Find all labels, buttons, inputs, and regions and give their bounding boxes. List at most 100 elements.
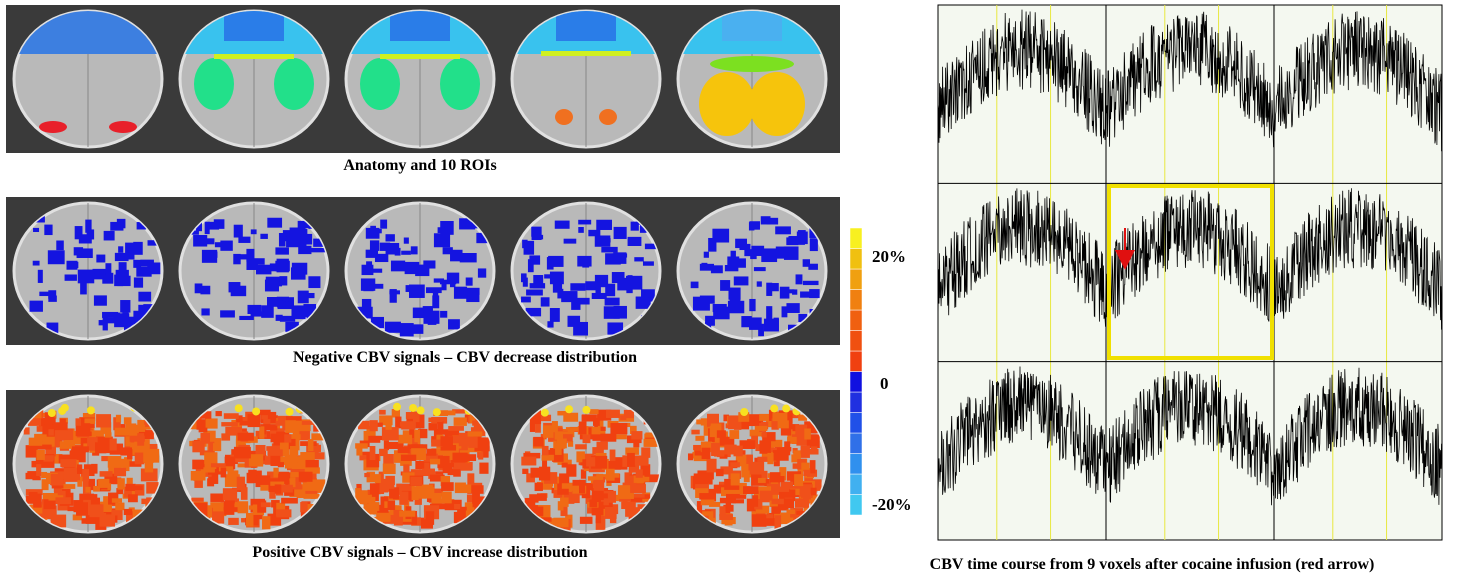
activation-voxel — [744, 249, 755, 256]
activation-voxel — [308, 276, 320, 288]
activation-voxel — [137, 433, 144, 446]
activation-voxel — [787, 509, 796, 514]
activation-voxel — [127, 478, 133, 484]
activation-voxel — [530, 468, 539, 478]
activation-voxel — [56, 241, 64, 251]
activation-voxel — [406, 285, 412, 292]
activation-voxel — [699, 493, 713, 499]
colorbar-segment — [850, 392, 862, 413]
activation-voxel — [784, 441, 790, 455]
activation-voxel — [30, 301, 43, 312]
activation-voxel — [440, 436, 452, 446]
colorbar-segment — [850, 310, 862, 331]
activation-voxel — [364, 473, 370, 477]
activation-voxel — [286, 416, 302, 420]
activation-voxel — [240, 421, 248, 425]
colorbar-segment — [850, 474, 862, 495]
activation-voxel — [610, 423, 627, 434]
activation-voxel — [207, 478, 214, 486]
activation-voxel — [542, 446, 549, 455]
activation-voxel — [251, 229, 257, 234]
activation-voxel — [553, 518, 568, 528]
activation-voxel — [424, 463, 429, 470]
activation-voxel — [466, 277, 473, 285]
activation-voxel — [542, 455, 554, 461]
roi-cingulate — [556, 9, 616, 41]
activation-voxel — [36, 450, 45, 460]
activation-voxel — [550, 272, 564, 285]
activation-voxel — [468, 431, 483, 436]
activation-voxel — [101, 456, 108, 461]
figure: 362]5 Anatomy and 10 ROIs Negative CBV s… — [0, 0, 1464, 576]
activation-voxel — [401, 421, 415, 429]
activation-voxel — [579, 422, 587, 435]
activation-voxel — [595, 235, 611, 246]
activation-voxel — [752, 495, 758, 507]
activation-voxel — [478, 268, 486, 277]
activation-voxel — [114, 468, 126, 476]
activation-voxel — [796, 454, 801, 459]
activation-voxel — [726, 499, 731, 512]
roi-cingulate — [722, 9, 782, 41]
activation-voxel — [627, 453, 635, 467]
activation-voxel — [246, 513, 253, 527]
activation-voxel — [589, 500, 597, 508]
roi — [699, 72, 755, 136]
activation-voxel — [127, 485, 142, 490]
activation-voxel — [360, 490, 368, 504]
activation-voxel — [268, 449, 283, 456]
activation-voxel — [430, 459, 440, 465]
activation-voxel — [48, 250, 65, 264]
activation-voxel — [606, 469, 615, 481]
activation-voxel — [75, 418, 81, 425]
activation-voxel — [454, 287, 467, 299]
activation-voxel — [62, 428, 73, 439]
activation-voxel — [53, 422, 68, 430]
activation-voxel — [375, 474, 381, 483]
activation-voxel — [118, 246, 123, 252]
activation-voxel — [388, 501, 396, 510]
activation-voxel — [115, 503, 124, 511]
activation-peak — [582, 406, 590, 414]
activation-voxel — [75, 251, 80, 255]
activation-voxel — [94, 295, 107, 305]
activation-peak — [393, 403, 401, 411]
activation-voxel — [479, 463, 488, 474]
activation-voxel — [441, 283, 446, 290]
activation-voxel — [695, 436, 704, 441]
activation-voxel — [521, 273, 527, 282]
activation-voxel — [201, 308, 209, 315]
activation-voxel — [568, 441, 573, 447]
activation-voxel — [36, 464, 41, 476]
activation-voxel — [238, 501, 249, 513]
activation-voxel — [291, 267, 306, 279]
activation-voxel — [237, 477, 245, 491]
activation-peak — [433, 408, 441, 416]
activation-voxel — [410, 477, 422, 486]
activation-voxel — [297, 305, 304, 315]
activation-voxel — [386, 243, 400, 255]
activation-voxel — [114, 313, 129, 327]
activation-voxel — [141, 499, 147, 504]
activation-voxel — [614, 227, 627, 239]
activation-voxel — [605, 507, 617, 519]
roi — [710, 56, 794, 72]
activation-voxel — [285, 420, 296, 433]
activation-voxel — [196, 419, 205, 430]
activation-voxel — [370, 240, 379, 251]
activation-voxel — [234, 225, 243, 238]
activation-voxel — [251, 311, 264, 316]
activation-voxel — [308, 439, 314, 451]
activation-voxel — [772, 413, 787, 421]
activation-voxel — [630, 484, 646, 493]
activation-voxel — [612, 272, 625, 283]
activation-voxel — [583, 434, 591, 443]
activation-voxel — [766, 283, 772, 296]
activation-voxel — [271, 434, 280, 443]
activation-voxel — [270, 456, 280, 466]
activation-voxel — [279, 276, 287, 285]
activation-voxel — [380, 220, 387, 229]
activation-voxel — [414, 430, 420, 443]
activation-voxel — [267, 297, 283, 307]
activation-voxel — [259, 426, 264, 438]
